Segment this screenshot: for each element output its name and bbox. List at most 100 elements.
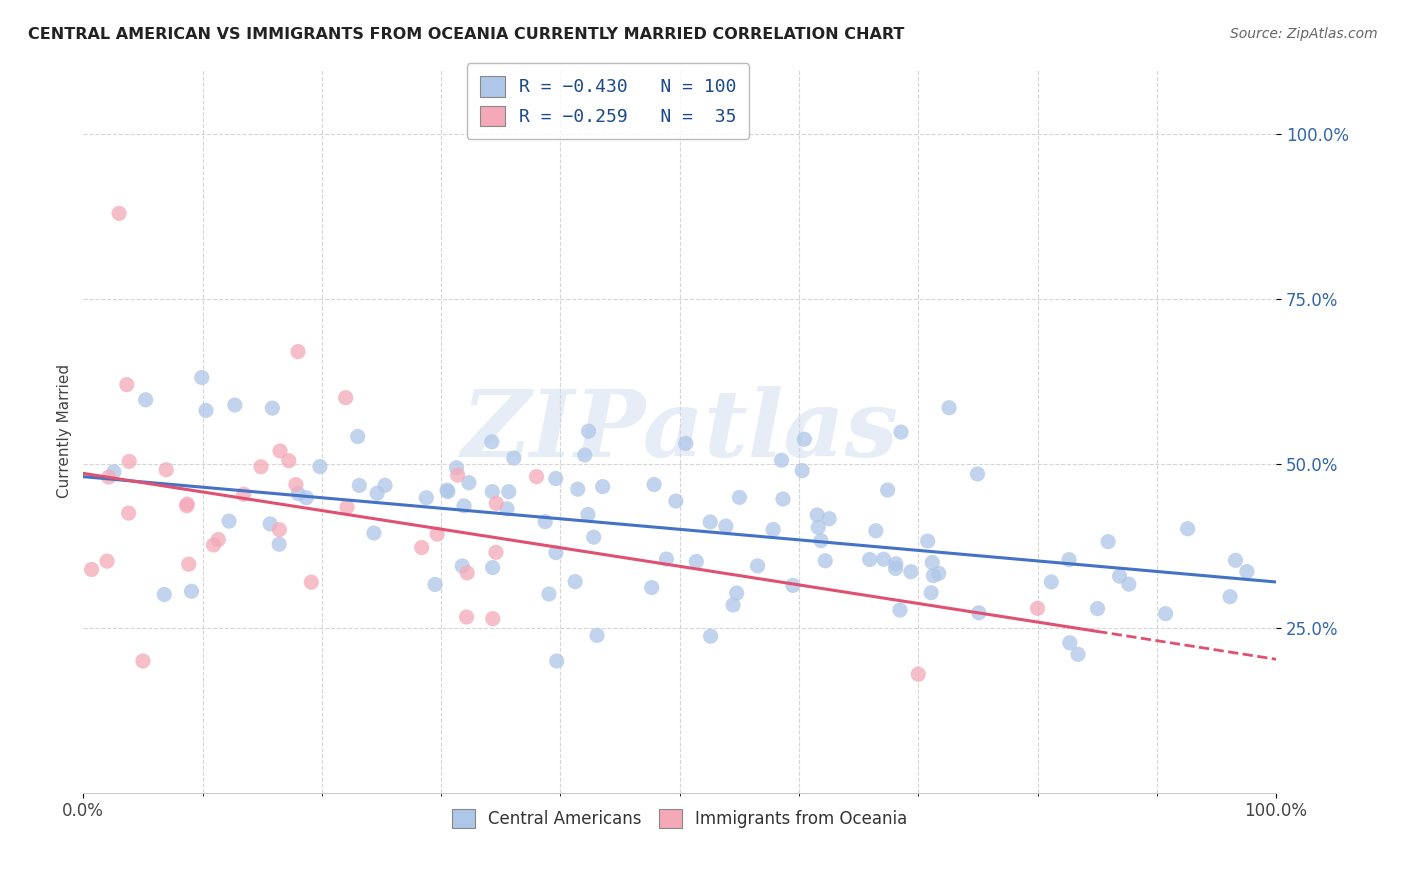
Point	[299, 575, 322, 590]
Point	[884, 557, 907, 571]
Point	[451, 558, 474, 573]
Point	[967, 606, 990, 620]
Point	[287, 344, 309, 359]
Point	[496, 501, 519, 516]
Point	[890, 425, 912, 439]
Point	[153, 587, 176, 601]
Point	[586, 628, 609, 642]
Point	[349, 478, 371, 492]
Point	[366, 486, 388, 500]
Point	[818, 511, 841, 525]
Point	[191, 370, 214, 384]
Text: ZIPatlas: ZIPatlas	[461, 385, 898, 475]
Point	[498, 484, 520, 499]
Point	[115, 377, 138, 392]
Point	[176, 497, 198, 511]
Point	[232, 487, 254, 501]
Point	[534, 515, 557, 529]
Point	[721, 598, 744, 612]
Point	[1225, 553, 1247, 567]
Point	[1057, 552, 1080, 566]
Point	[1067, 648, 1090, 662]
Point	[772, 491, 794, 506]
Text: Source: ZipAtlas.com: Source: ZipAtlas.com	[1230, 27, 1378, 41]
Point	[250, 459, 273, 474]
Point	[872, 552, 894, 566]
Point	[714, 519, 737, 533]
Point	[920, 585, 942, 599]
Point	[295, 491, 318, 505]
Point	[456, 566, 478, 580]
Point	[884, 561, 907, 575]
Point	[544, 471, 567, 485]
Point	[792, 464, 814, 478]
Point	[346, 429, 368, 443]
Point	[564, 574, 586, 589]
Point	[592, 480, 614, 494]
Point	[865, 524, 887, 538]
Point	[643, 477, 665, 491]
Point	[415, 491, 437, 505]
Point	[576, 508, 599, 522]
Point	[1026, 601, 1049, 615]
Point	[436, 483, 458, 498]
Point	[578, 424, 600, 438]
Point	[859, 552, 882, 566]
Point	[117, 506, 139, 520]
Point	[80, 562, 103, 576]
Point	[685, 555, 707, 569]
Point	[814, 554, 837, 568]
Point	[655, 552, 678, 566]
Point	[544, 546, 567, 560]
Point	[900, 565, 922, 579]
Point	[938, 401, 960, 415]
Point	[665, 494, 688, 508]
Point	[1040, 574, 1063, 589]
Point	[481, 560, 503, 574]
Point	[770, 453, 793, 467]
Point	[155, 463, 177, 477]
Point	[921, 556, 943, 570]
Point	[259, 516, 281, 531]
Point	[481, 434, 503, 449]
Point	[97, 470, 120, 484]
Point	[806, 508, 828, 522]
Point	[1177, 522, 1199, 536]
Point	[411, 541, 433, 555]
Point	[502, 450, 524, 465]
Point	[262, 401, 284, 416]
Point	[218, 514, 240, 528]
Point	[675, 436, 697, 450]
Point	[1236, 565, 1258, 579]
Point	[457, 475, 479, 490]
Point	[277, 454, 299, 468]
Point	[699, 629, 721, 643]
Point	[446, 468, 468, 483]
Y-axis label: Currently Married: Currently Married	[58, 364, 72, 498]
Point	[728, 491, 751, 505]
Point	[485, 545, 508, 559]
Point	[793, 432, 815, 446]
Point	[103, 465, 125, 479]
Point	[363, 526, 385, 541]
Legend: Central Americans, Immigrants from Oceania: Central Americans, Immigrants from Ocean…	[446, 803, 914, 835]
Point	[177, 558, 200, 572]
Point	[108, 206, 131, 220]
Point	[762, 523, 785, 537]
Point	[876, 483, 898, 497]
Point	[284, 477, 307, 491]
Point	[699, 515, 721, 529]
Point	[269, 537, 291, 551]
Point	[456, 610, 478, 624]
Point	[1154, 607, 1177, 621]
Point	[782, 578, 804, 592]
Point	[567, 482, 589, 496]
Text: CENTRAL AMERICAN VS IMMIGRANTS FROM OCEANIA CURRENTLY MARRIED CORRELATION CHART: CENTRAL AMERICAN VS IMMIGRANTS FROM OCEA…	[28, 27, 904, 42]
Point	[747, 558, 769, 573]
Point	[546, 654, 568, 668]
Point	[135, 392, 157, 407]
Point	[446, 460, 468, 475]
Point	[96, 554, 118, 568]
Point	[725, 586, 748, 600]
Point	[481, 484, 503, 499]
